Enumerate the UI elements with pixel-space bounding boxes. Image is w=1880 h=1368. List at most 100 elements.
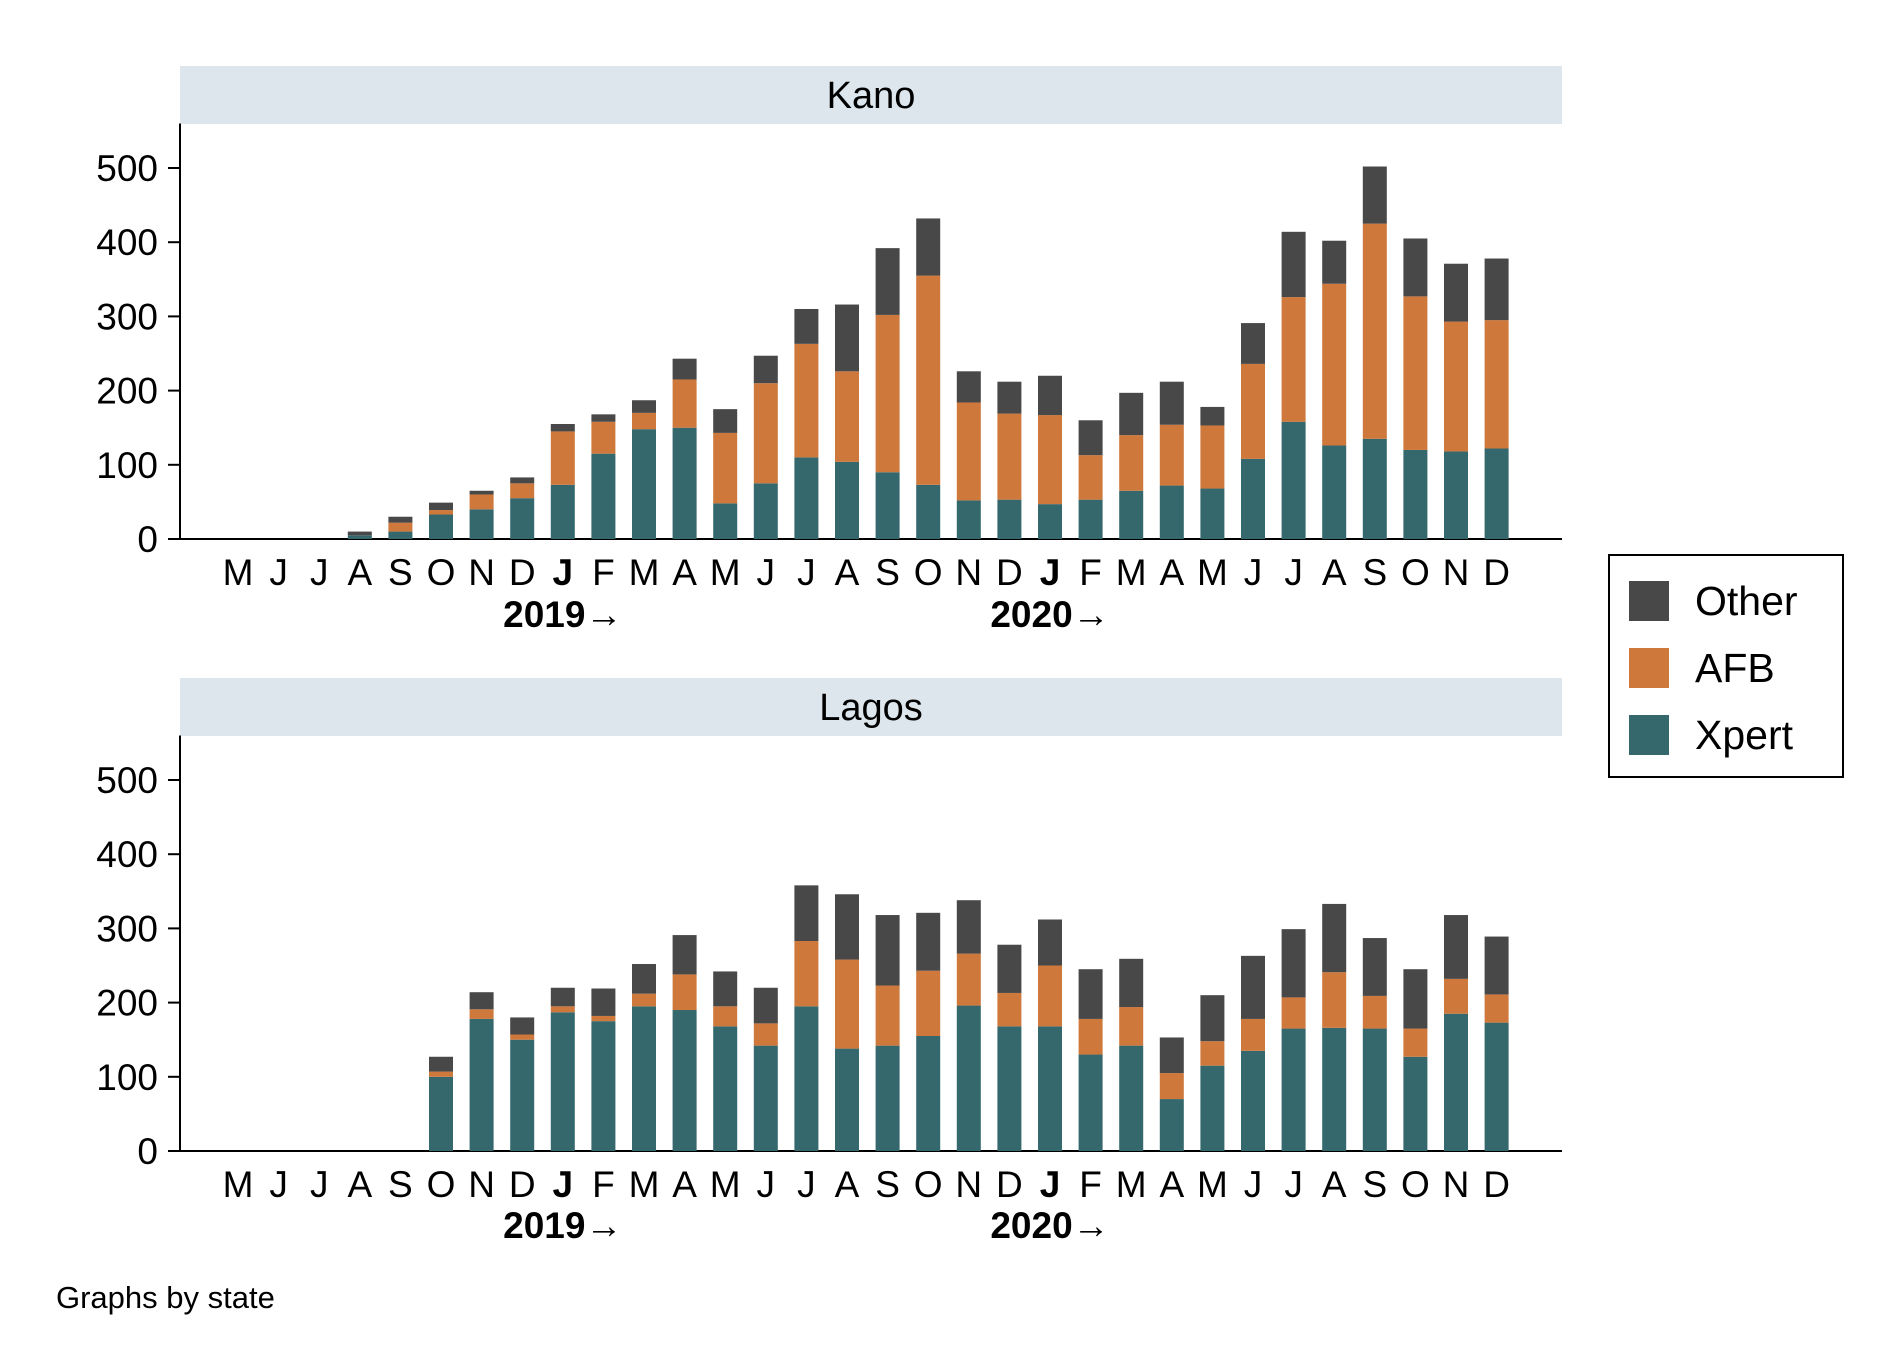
legend-swatch-xpert	[1629, 715, 1669, 755]
bar-xpert	[1403, 1056, 1428, 1151]
bar-other	[1038, 919, 1062, 966]
bar-afb	[1444, 978, 1468, 1014]
bar-other	[875, 248, 900, 315]
x-tick-label: F	[1079, 1164, 1102, 1205]
bar-xpert	[1484, 1022, 1509, 1151]
bar-afb	[956, 953, 981, 1006]
bar-xpert	[1078, 499, 1103, 539]
x-tick-label: A	[1159, 552, 1184, 593]
x-tick-label: A	[1159, 1164, 1184, 1205]
bar-afb	[1200, 1041, 1225, 1066]
bar-xpert	[794, 1006, 819, 1151]
bar-afb	[1119, 1007, 1144, 1046]
bar-other	[794, 308, 819, 344]
bar-other	[1281, 231, 1306, 298]
bar-xpert	[1200, 1065, 1225, 1151]
bar-other	[916, 912, 941, 971]
bar-afb	[510, 1034, 535, 1040]
x-tick-label: D	[996, 1164, 1023, 1205]
bar-other	[591, 414, 616, 422]
legend-label-other: Other	[1695, 578, 1798, 624]
x-tick-label: J	[1284, 552, 1303, 593]
bar-afb	[916, 970, 941, 1036]
x-tick-label: S	[1362, 552, 1387, 593]
x-tick-label: M	[629, 552, 660, 593]
bar-xpert	[469, 1018, 494, 1151]
x-tick-label: O	[1401, 552, 1430, 593]
panel-header-strip	[180, 66, 1562, 124]
bar-xpert	[1281, 421, 1306, 539]
bar-xpert	[1038, 504, 1062, 539]
x-tick-label: J	[310, 552, 329, 593]
bar-xpert	[713, 1026, 738, 1151]
bar-afb	[1038, 415, 1062, 505]
bar-xpert	[1119, 490, 1144, 539]
y-tick-label: 200	[96, 983, 158, 1024]
x-tick-label: A	[672, 552, 697, 593]
bar-afb	[753, 383, 778, 484]
x-tick-label: N	[1443, 1164, 1470, 1205]
bar-other	[1241, 955, 1265, 1019]
bar-afb	[1362, 223, 1387, 439]
bar-xpert	[510, 1039, 535, 1151]
bar-other	[1403, 238, 1428, 297]
x-tick-label: J	[553, 552, 574, 593]
bar-xpert	[1444, 451, 1468, 539]
bar-xpert	[753, 483, 778, 539]
bar-other	[429, 502, 453, 511]
year-label: 2020→	[990, 594, 1109, 635]
bar-afb	[429, 510, 453, 515]
bar-afb	[1200, 425, 1225, 489]
bar-xpert	[1403, 449, 1428, 539]
x-tick-label: J	[269, 552, 288, 593]
legend: Other AFB Xpert	[1608, 554, 1844, 778]
bar-other	[1362, 938, 1387, 996]
bar-afb	[1241, 363, 1265, 459]
bar-xpert	[794, 457, 819, 539]
bar-other	[1038, 375, 1062, 416]
x-tick-label: J	[797, 552, 816, 593]
bar-xpert	[916, 1035, 941, 1151]
bar-other	[347, 531, 372, 536]
bar-xpert	[997, 499, 1022, 539]
bar-afb	[835, 959, 859, 1049]
x-tick-label: F	[1079, 552, 1102, 593]
y-tick-label: 100	[96, 1057, 158, 1098]
x-tick-label: M	[1197, 552, 1228, 593]
x-tick-label: M	[223, 1164, 254, 1205]
bar-xpert	[1241, 458, 1265, 539]
bar-other	[997, 944, 1022, 993]
x-tick-label: M	[1116, 1164, 1147, 1205]
bar-afb	[388, 522, 413, 532]
x-tick-label: M	[223, 552, 254, 593]
x-tick-label: J	[1040, 552, 1061, 593]
bar-other	[469, 992, 494, 1010]
x-tick-label: A	[672, 1164, 697, 1205]
x-tick-label: M	[710, 552, 741, 593]
bar-afb	[1403, 296, 1428, 450]
x-tick-label: S	[388, 1164, 413, 1205]
bar-other	[1159, 381, 1184, 425]
legend-swatch-afb	[1629, 648, 1669, 688]
bar-xpert	[591, 453, 616, 539]
bar-afb	[429, 1071, 453, 1077]
legend-label-afb: AFB	[1695, 645, 1775, 691]
bar-xpert	[1038, 1026, 1062, 1151]
x-tick-label: J	[757, 1164, 776, 1205]
bar-xpert	[1078, 1054, 1103, 1151]
bar-other	[632, 400, 656, 413]
x-tick-label: A	[1322, 552, 1347, 593]
bar-xpert	[1444, 1013, 1468, 1151]
bar-afb	[753, 1023, 778, 1046]
x-tick-label: M	[1116, 552, 1147, 593]
x-tick-label: J	[797, 1164, 816, 1205]
bar-xpert	[1362, 438, 1387, 539]
bar-xpert	[997, 1026, 1022, 1151]
x-tick-label: J	[1284, 1164, 1303, 1205]
bar-afb	[672, 379, 697, 428]
bar-xpert	[632, 429, 656, 539]
bar-xpert	[1281, 1028, 1306, 1151]
year-label: 2020→	[990, 1205, 1109, 1246]
bar-other	[1119, 392, 1144, 436]
bar-other	[672, 358, 697, 380]
